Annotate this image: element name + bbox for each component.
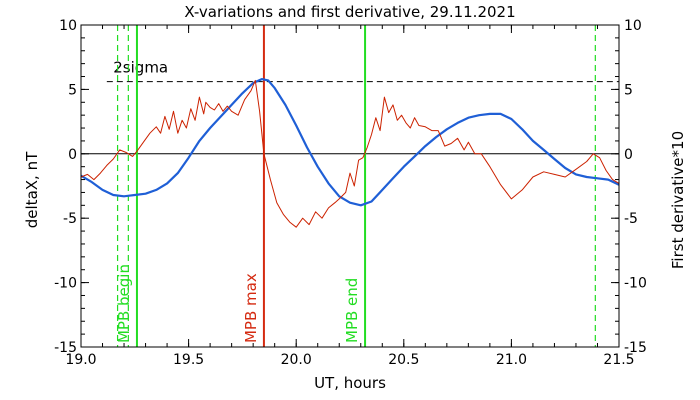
x-tick-label: 20.0 [281,352,312,368]
axis-ticks: 19.0 19.5 20.0 20.5 21.0 21.5 10 10 5 5 0 0 -5 -5 -10 -… [54,18,647,368]
series-line-deltaX [80,78,620,207]
series-line-derivative [80,79,620,228]
y-tick-label-right: -10 [624,276,647,292]
y-tick-label-left: -5 [63,211,77,227]
x-tick-label: 19.0 [65,352,96,368]
x-tick-label: 20.5 [388,352,419,368]
y-tick-label-left: 0 [68,147,77,163]
vertical-line-label-mpb-begin: MPB begin [115,264,133,343]
y-tick-label-right: 0 [624,147,633,163]
y-tick-label-right: 5 [624,82,633,98]
y-tick-label-right: -5 [624,211,638,227]
x-tick-label: 21.0 [496,352,527,368]
plot-frame [80,24,620,348]
y-axis-left-label: deltaX, nT [23,151,41,228]
vertical-line-label-mpb-max: MPB max [242,273,260,343]
plot-area: 2sigma MPB begin MPB max MPB end [80,25,620,347]
y-tick-label-left: -15 [54,340,77,356]
y-tick-label-left: -10 [54,276,77,292]
x-axis-label: UT, hours [314,374,386,392]
threshold-label: 2sigma [113,59,168,77]
chart-title: X-variations and first derivative, 29.11… [184,3,515,21]
y-tick-label-left: 10 [59,18,77,34]
y-tick-label-right: -15 [624,340,647,356]
y-tick-label-right: 10 [624,18,642,34]
vertical-line-label-mpb-end: MPB end [343,278,361,343]
y-tick-label-left: 5 [68,82,77,98]
x-tick-label: 19.5 [173,352,204,368]
x-tick-label: 21.5 [603,352,634,368]
y-axis-right-label: First derivative*10 [669,131,687,269]
